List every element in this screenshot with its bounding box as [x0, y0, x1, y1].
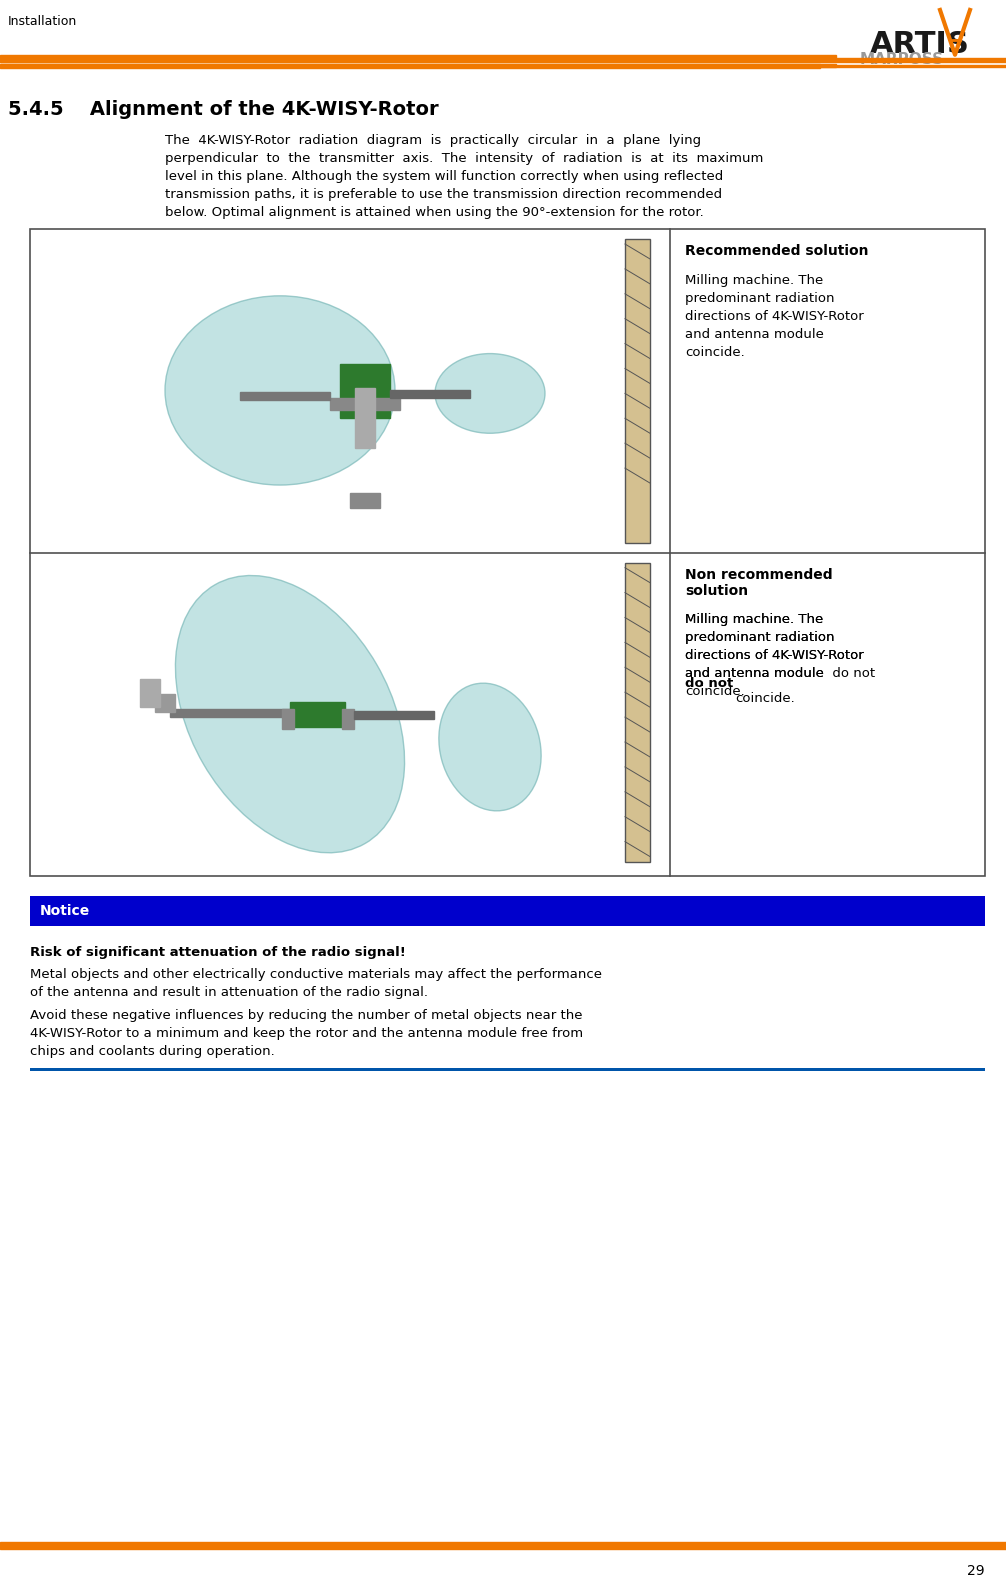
Ellipse shape — [435, 354, 545, 433]
Bar — [170, 709, 290, 717]
Bar — [140, 679, 160, 708]
Text: below. Optimal alignment is attained when using the 90°-extension for the rotor.: below. Optimal alignment is attained whe… — [165, 205, 704, 220]
Text: Notice: Notice — [40, 904, 91, 918]
Ellipse shape — [175, 575, 404, 853]
Bar — [30, 896, 985, 926]
Bar — [0, 65, 836, 66]
Bar — [390, 390, 470, 398]
Text: perpendicular  to  the  transmitter  axis.  The  intensity  of  radiation  is  a: perpendicular to the transmitter axis. T… — [165, 152, 764, 166]
Bar — [30, 229, 985, 877]
Text: of the antenna and result in attenuation of the radio signal.: of the antenna and result in attenuation… — [30, 986, 428, 999]
Bar — [0, 65, 820, 68]
Text: ARTIS: ARTIS — [870, 30, 970, 58]
Text: Risk of significant attenuation of the radio signal!: Risk of significant attenuation of the r… — [30, 946, 405, 959]
Text: MARPOSS: MARPOSS — [860, 52, 944, 66]
Text: level in this plane. Although the system will function correctly when using refl: level in this plane. Although the system… — [165, 171, 723, 183]
Bar — [155, 694, 175, 713]
Bar — [0, 55, 836, 60]
Text: 29: 29 — [968, 1564, 985, 1578]
Text: transmission paths, it is preferable to use the transmission direction recommend: transmission paths, it is preferable to … — [165, 188, 722, 201]
Text: Milling machine. The
predominant radiation
directions of 4K-WISY-Rotor
and anten: Milling machine. The predominant radiati… — [685, 613, 875, 697]
Bar — [625, 239, 650, 544]
Bar — [342, 709, 354, 728]
Text: do not: do not — [685, 678, 733, 690]
Bar — [0, 58, 1006, 62]
Text: Installation: Installation — [8, 14, 77, 28]
Bar — [0, 57, 820, 62]
Bar — [354, 711, 434, 719]
Bar — [355, 389, 375, 449]
Bar — [0, 65, 1006, 66]
Text: Milling machine. The
predominant radiation
directions of 4K-WISY-Rotor
and anten: Milling machine. The predominant radiati… — [685, 613, 864, 679]
Bar — [282, 709, 294, 728]
Bar — [30, 1068, 985, 1071]
Bar — [330, 398, 400, 411]
Text: 5.4.5  Alignment of the 4K-WISY-Rotor: 5.4.5 Alignment of the 4K-WISY-Rotor — [8, 100, 439, 118]
Bar — [625, 562, 650, 861]
Text: Non recommended
solution: Non recommended solution — [685, 567, 833, 597]
Text: The  4K-WISY-Rotor  radiation  diagram  is  practically  circular  in  a  plane : The 4K-WISY-Rotor radiation diagram is p… — [165, 134, 701, 147]
Text: Milling machine. The
predominant radiation
directions of 4K-WISY-Rotor
and anten: Milling machine. The predominant radiati… — [685, 273, 864, 359]
Text: Recommended solution: Recommended solution — [685, 243, 868, 258]
Bar — [340, 363, 390, 419]
Bar — [290, 702, 345, 727]
Bar — [0, 1542, 1006, 1548]
Text: Avoid these negative influences by reducing the number of metal objects near the: Avoid these negative influences by reduc… — [30, 1010, 582, 1022]
Text: Metal objects and other electrically conductive materials may affect the perform: Metal objects and other electrically con… — [30, 969, 602, 981]
Bar — [350, 493, 380, 507]
Bar — [240, 392, 330, 400]
Text: chips and coolants during operation.: chips and coolants during operation. — [30, 1044, 275, 1059]
Text: 4K-WISY-Rotor to a minimum and keep the rotor and the antenna module free from: 4K-WISY-Rotor to a minimum and keep the … — [30, 1027, 583, 1040]
Ellipse shape — [439, 683, 541, 811]
Text: coincide.: coincide. — [735, 678, 795, 705]
Ellipse shape — [165, 295, 395, 485]
